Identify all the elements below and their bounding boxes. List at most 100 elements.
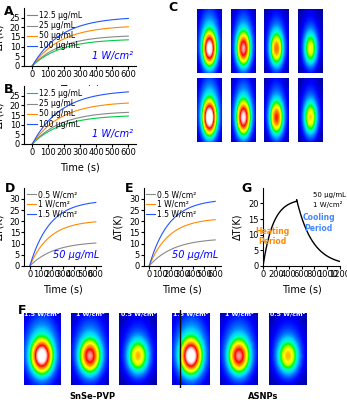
0.5 W/cm² xyxy=(147,263,152,268)
25 μg/mL xyxy=(87,37,92,42)
0.5 W/cm² xyxy=(147,264,151,268)
100 μg/mL xyxy=(87,21,91,26)
100 μg/mL xyxy=(31,63,35,68)
100 μg/mL xyxy=(87,95,92,100)
1 W/cm² xyxy=(187,222,192,226)
1.5 W/cm² xyxy=(213,199,217,204)
25 μg/mL xyxy=(31,141,35,146)
50 μg/mL xyxy=(87,28,92,33)
50 μg/mL xyxy=(31,141,35,146)
X-axis label: Time (s): Time (s) xyxy=(60,163,100,173)
100 μg/mL xyxy=(111,17,115,22)
Text: C: C xyxy=(168,1,177,14)
100 μg/mL xyxy=(126,16,130,21)
12.5 μg/mL xyxy=(111,114,115,119)
1.5 W/cm² xyxy=(87,201,92,206)
50 μg/mL xyxy=(89,28,93,33)
Text: G: G xyxy=(242,182,252,194)
Line: 1 W/cm²: 1 W/cm² xyxy=(149,220,215,266)
0.5 W/cm² xyxy=(187,241,192,246)
12.5 μg/mL xyxy=(87,40,91,45)
1.5 W/cm² xyxy=(147,264,151,268)
12.5 μg/mL xyxy=(89,40,93,45)
100 μg/mL xyxy=(89,21,93,26)
0.5 W/cm² xyxy=(67,244,71,249)
1 W/cm² xyxy=(147,264,151,268)
Text: 1 W/cm²: 1 W/cm² xyxy=(92,51,133,61)
12.5 μg/mL xyxy=(87,40,92,45)
1.5 W/cm² xyxy=(83,202,87,206)
1 W/cm² xyxy=(147,263,152,268)
Line: 25 μg/mL: 25 μg/mL xyxy=(32,112,128,144)
100 μg/mL xyxy=(126,90,130,94)
12.5 μg/mL xyxy=(126,38,130,42)
100 μg/mL xyxy=(89,94,93,99)
0.5 W/cm² xyxy=(207,238,211,243)
Line: 1.5 W/cm²: 1.5 W/cm² xyxy=(30,202,96,266)
12.5 μg/mL xyxy=(117,38,121,42)
Text: 1 W/cm²: 1 W/cm² xyxy=(76,311,104,316)
1 W/cm² xyxy=(207,218,211,223)
0.5 W/cm² xyxy=(87,241,92,246)
1 W/cm² xyxy=(83,220,87,225)
100 μg/mL xyxy=(87,21,92,26)
1 W/cm² xyxy=(186,222,191,227)
0.5 W/cm² xyxy=(28,263,32,268)
1 W/cm² xyxy=(213,217,217,222)
25 μg/mL xyxy=(31,63,35,68)
0.5 W/cm² xyxy=(186,241,191,246)
12.5 μg/mL xyxy=(31,141,35,146)
50 μg/mL xyxy=(126,101,130,106)
25 μg/mL xyxy=(111,111,115,116)
12.5 μg/mL xyxy=(89,116,93,121)
Text: Cooling
Period: Cooling Period xyxy=(302,213,335,233)
25 μg/mL xyxy=(87,113,91,118)
Legend: 12.5 μg/mL, 25 μg/mL, 50 μg/mL, 100 μg/mL: 12.5 μg/mL, 25 μg/mL, 50 μg/mL, 100 μg/m… xyxy=(25,87,84,131)
Line: 50 μg/mL: 50 μg/mL xyxy=(32,27,128,66)
1.5 W/cm² xyxy=(186,206,191,210)
25 μg/mL xyxy=(126,34,130,38)
50 μg/mL xyxy=(31,63,35,68)
Legend: 0.5 W/cm², 1 W/cm², 1.5 W/cm²: 0.5 W/cm², 1 W/cm², 1.5 W/cm² xyxy=(25,188,79,220)
Y-axis label: ΔT(K): ΔT(K) xyxy=(0,24,4,50)
Text: A: A xyxy=(4,5,14,18)
25 μg/mL xyxy=(30,142,34,146)
1.5 W/cm² xyxy=(187,205,192,210)
Y-axis label: ΔT(K): ΔT(K) xyxy=(113,214,123,240)
Line: 100 μg/mL: 100 μg/mL xyxy=(32,92,128,144)
100 μg/mL xyxy=(30,64,34,68)
Text: 100 μg/mL: 100 μg/mL xyxy=(191,4,227,9)
Line: 1 W/cm²: 1 W/cm² xyxy=(30,222,96,266)
100 μg/mL xyxy=(31,141,35,146)
Text: 25 μg/mL: 25 μg/mL xyxy=(260,4,293,9)
Text: E: E xyxy=(125,182,133,194)
Text: 0.5 W/cm²: 0.5 W/cm² xyxy=(270,311,305,316)
0.5 W/cm² xyxy=(28,264,32,268)
Line: 0.5 W/cm²: 0.5 W/cm² xyxy=(149,240,215,266)
25 μg/mL xyxy=(89,113,93,118)
Line: 12.5 μg/mL: 12.5 μg/mL xyxy=(32,40,128,66)
Text: 1.5 W/cm²: 1.5 W/cm² xyxy=(24,311,60,316)
Text: F: F xyxy=(18,304,26,316)
12.5 μg/mL xyxy=(126,114,130,118)
Line: 12.5 μg/mL: 12.5 μg/mL xyxy=(32,116,128,144)
1.5 W/cm² xyxy=(203,201,207,206)
Text: 50 μg/mL: 50 μg/mL xyxy=(313,192,346,198)
50 μg/mL xyxy=(126,24,130,29)
1.5 W/cm² xyxy=(28,264,32,268)
0.5 W/cm² xyxy=(67,244,71,249)
1.5 W/cm² xyxy=(68,206,72,211)
Text: ASNPs: ASNPs xyxy=(178,67,183,90)
Line: 50 μg/mL: 50 μg/mL xyxy=(32,103,128,144)
50 μg/mL xyxy=(87,105,91,110)
50 μg/mL xyxy=(89,105,93,110)
0.5 W/cm² xyxy=(68,244,72,248)
100 μg/mL xyxy=(111,91,115,96)
25 μg/mL xyxy=(89,37,93,42)
Text: ASNPs: ASNPs xyxy=(248,392,279,400)
1 W/cm² xyxy=(87,220,92,225)
12.5 μg/mL xyxy=(111,38,115,43)
12.5 μg/mL xyxy=(87,117,91,122)
50 μg/mL xyxy=(87,28,91,33)
Text: 50 μg/mL: 50 μg/mL xyxy=(53,250,99,260)
